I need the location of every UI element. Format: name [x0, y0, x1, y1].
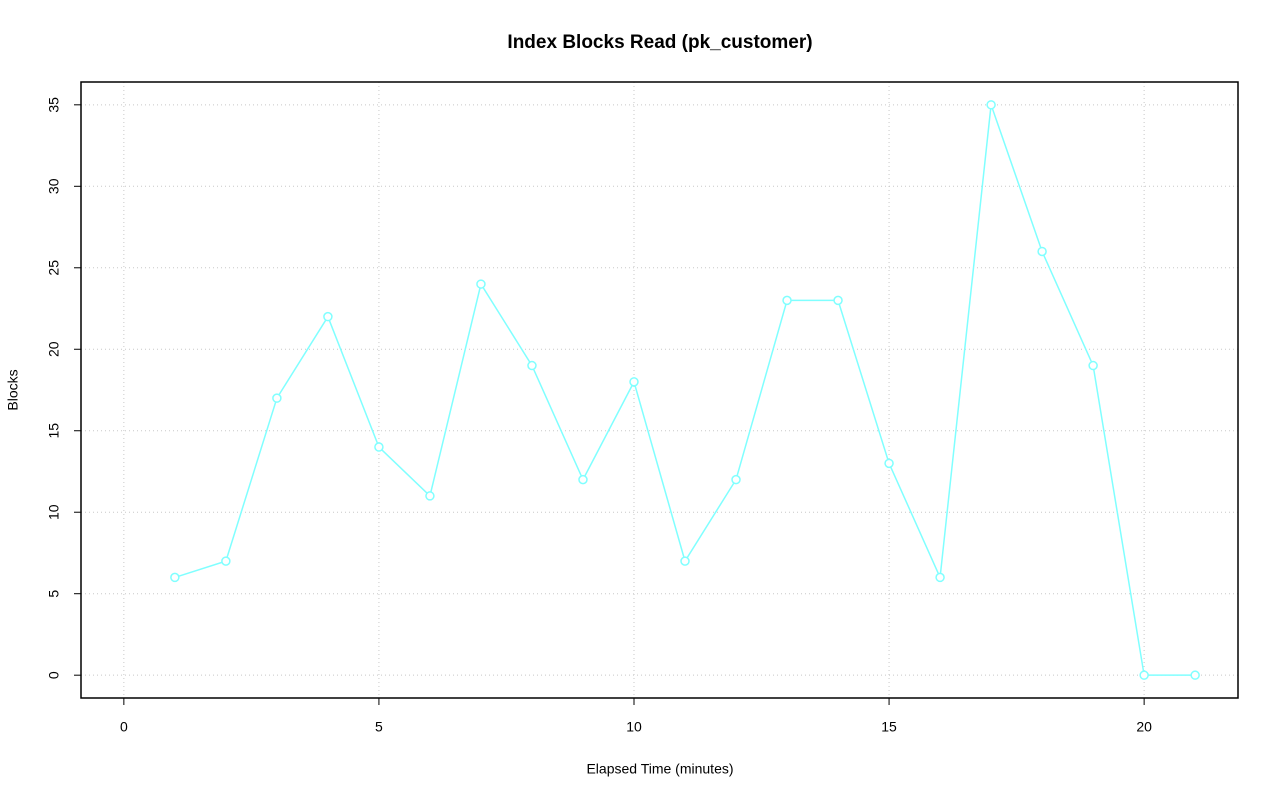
data-point	[272, 393, 282, 403]
data-point	[425, 491, 435, 501]
y-tick-label: 0	[46, 671, 62, 679]
chart-title: Index Blocks Read (pk_customer)	[507, 32, 812, 53]
x-tick-label: 10	[626, 719, 642, 735]
data-point	[1190, 670, 1200, 680]
data-point	[374, 442, 384, 452]
data-point	[731, 474, 741, 485]
x-tick-label: 5	[375, 719, 383, 735]
x-tick-label: 0	[120, 719, 128, 735]
data-point	[1088, 360, 1098, 371]
data-line	[174, 104, 1196, 676]
data-point	[323, 311, 333, 322]
data-point	[935, 572, 945, 583]
y-tick-label: 10	[46, 504, 62, 520]
y-tick-label: 5	[46, 590, 62, 598]
x-tick-label: 15	[881, 719, 897, 735]
data-point	[578, 474, 588, 485]
y-tick-label: 30	[46, 178, 62, 194]
data-point	[170, 572, 180, 583]
x-axis-label: Elapsed Time (minutes)	[586, 761, 733, 777]
y-tick-label: 25	[46, 260, 62, 276]
data-point	[782, 295, 792, 306]
data-point	[221, 556, 231, 566]
plot-frame	[80, 81, 1239, 699]
x-tick-label: 20	[1136, 719, 1152, 735]
y-tick-label: 15	[46, 423, 62, 439]
data-point	[833, 295, 843, 306]
data-point	[527, 360, 537, 371]
data-point	[476, 279, 486, 289]
y-tick-label: 20	[46, 341, 62, 357]
data-point	[1037, 246, 1047, 257]
data-point	[986, 100, 996, 110]
y-axis-label: Blocks	[5, 369, 21, 410]
data-point	[1139, 670, 1149, 680]
y-tick-label: 35	[46, 97, 62, 113]
data-point	[680, 556, 690, 566]
data-point	[884, 458, 894, 469]
data-point	[629, 377, 639, 387]
